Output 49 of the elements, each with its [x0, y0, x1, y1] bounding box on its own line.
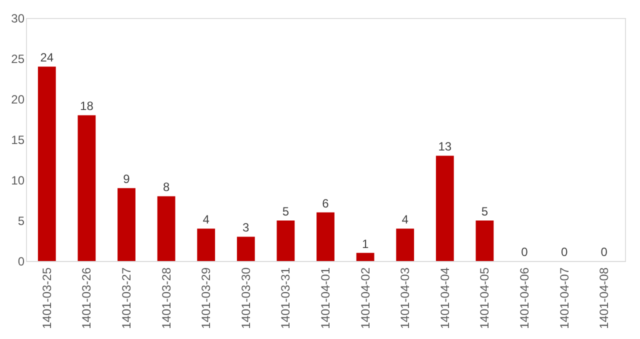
data-label: 6	[322, 196, 330, 210]
y-tick-label: 15	[11, 133, 25, 147]
y-tick-label: 25	[11, 52, 25, 66]
x-tick-label: 1401-04-01	[318, 267, 332, 329]
bar	[38, 66, 56, 261]
data-label: 5	[481, 204, 488, 218]
x-tick-label: 1401-04-05	[478, 267, 492, 329]
bar	[236, 236, 255, 261]
data-label: 0	[600, 245, 608, 259]
x-tick-label: 1401-04-08	[597, 267, 612, 329]
data-label: 4	[202, 212, 210, 227]
y-tick-label: 0	[18, 254, 25, 268]
data-label: 4	[402, 212, 409, 227]
data-label: 8	[162, 180, 170, 194]
y-tick-label: 20	[11, 92, 25, 106]
y-tick-label: 10	[11, 174, 25, 188]
data-label: 24	[40, 50, 54, 65]
bar	[157, 196, 176, 261]
bar	[476, 220, 494, 261]
x-tick-label: 1401-04-07	[557, 267, 572, 329]
data-label: 0	[560, 245, 568, 259]
bar	[436, 156, 454, 261]
x-tick-label: 1401-04-04	[438, 267, 452, 329]
bar	[118, 188, 136, 261]
x-tick-label: 1401-03-25	[40, 267, 54, 329]
data-label: 13	[438, 140, 452, 154]
data-label: 1	[362, 236, 369, 251]
bar	[356, 252, 374, 261]
x-tick-label: 1401-03-30	[238, 267, 253, 329]
y-tick-label: 5	[18, 214, 25, 228]
data-label: 3	[242, 220, 250, 235]
x-tick-label: 1401-03-31	[278, 267, 293, 329]
bar	[78, 115, 96, 261]
x-tick-label: 1401-03-28	[159, 267, 174, 329]
data-label: 9	[123, 172, 130, 186]
x-tick-label: 1401-04-02	[358, 267, 372, 329]
bar	[396, 228, 414, 261]
x-tick-label: 1401-03-29	[199, 267, 214, 329]
data-label: 0	[521, 245, 528, 259]
bar	[197, 228, 216, 261]
x-tick-label: 1401-04-03	[398, 267, 412, 329]
bar	[316, 212, 334, 261]
data-label: 18	[80, 99, 94, 114]
x-tick-label: 1401-03-26	[80, 267, 94, 329]
data-label: 5	[282, 204, 290, 218]
x-tick-label: 1401-03-27	[119, 267, 134, 329]
bar	[276, 220, 295, 261]
x-tick-label: 1401-04-06	[518, 267, 532, 329]
y-tick-label: 30	[11, 12, 25, 26]
